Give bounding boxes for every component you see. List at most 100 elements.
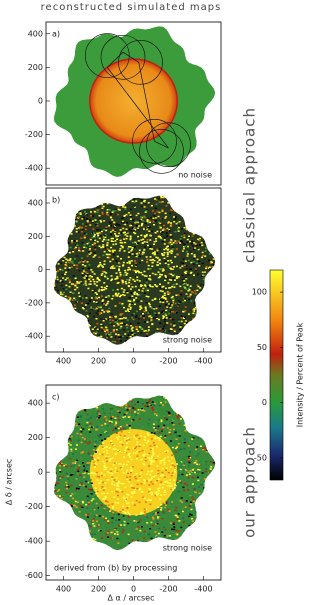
speckle bbox=[66, 492, 68, 494]
speckle bbox=[89, 339, 91, 341]
speckle bbox=[173, 284, 175, 286]
speckle bbox=[139, 326, 141, 328]
speckle bbox=[110, 468, 112, 470]
speckle bbox=[136, 253, 138, 255]
speckle bbox=[181, 228, 183, 230]
speckle bbox=[133, 313, 135, 315]
speckle bbox=[212, 529, 214, 531]
speckle bbox=[136, 451, 138, 453]
speckle bbox=[117, 323, 119, 325]
speckle bbox=[172, 472, 174, 474]
speckle bbox=[139, 220, 141, 222]
speckle bbox=[118, 190, 120, 192]
speckle bbox=[65, 262, 67, 264]
speckle bbox=[194, 472, 196, 474]
speckle bbox=[85, 575, 87, 577]
speckle bbox=[141, 328, 143, 330]
speckle bbox=[192, 318, 194, 320]
speckle bbox=[169, 429, 171, 431]
speckle bbox=[149, 190, 151, 192]
speckle bbox=[55, 210, 57, 212]
speckle bbox=[185, 306, 187, 308]
speckle bbox=[160, 237, 162, 239]
speckle bbox=[84, 237, 86, 239]
speckle bbox=[113, 445, 115, 447]
speckle bbox=[211, 272, 213, 274]
speckle bbox=[102, 213, 104, 215]
speckle bbox=[117, 450, 119, 452]
speckle bbox=[119, 250, 121, 252]
speckle bbox=[89, 325, 91, 327]
speckle bbox=[78, 231, 80, 233]
speckle bbox=[156, 317, 158, 319]
speckle bbox=[103, 320, 105, 322]
speckle bbox=[92, 220, 94, 222]
speckle bbox=[130, 288, 132, 290]
speckle bbox=[57, 290, 59, 292]
speckle bbox=[49, 392, 51, 394]
speckle bbox=[109, 510, 111, 512]
speckle bbox=[161, 312, 163, 314]
speckle bbox=[65, 339, 67, 341]
speckle bbox=[67, 412, 69, 414]
speckle bbox=[154, 437, 156, 439]
speckle bbox=[150, 530, 152, 532]
speckle bbox=[117, 558, 119, 560]
speckle bbox=[81, 523, 83, 525]
speckle bbox=[50, 564, 52, 566]
speckle bbox=[88, 548, 90, 550]
speckle bbox=[159, 276, 161, 278]
speckle bbox=[201, 215, 203, 217]
speckle bbox=[191, 323, 193, 325]
speckle bbox=[205, 330, 207, 332]
speckle bbox=[200, 394, 202, 396]
speckle bbox=[98, 345, 100, 347]
speckle bbox=[75, 501, 77, 503]
speckle bbox=[128, 405, 130, 407]
speckle bbox=[135, 262, 137, 264]
speckle bbox=[117, 426, 119, 428]
speckle bbox=[184, 430, 186, 432]
speckle bbox=[96, 229, 98, 231]
speckle bbox=[178, 557, 180, 559]
speckle bbox=[67, 399, 69, 401]
speckle bbox=[94, 386, 96, 388]
speckle bbox=[205, 314, 207, 316]
speckle bbox=[164, 324, 166, 326]
speckle bbox=[48, 263, 50, 265]
speckle bbox=[106, 432, 108, 434]
speckle bbox=[179, 346, 181, 348]
speckle bbox=[55, 271, 57, 273]
speckle bbox=[176, 439, 178, 441]
speckle bbox=[172, 296, 174, 298]
speckle bbox=[209, 519, 211, 521]
speckle bbox=[185, 277, 187, 279]
speckle bbox=[199, 327, 201, 329]
speckle bbox=[126, 235, 128, 237]
speckle bbox=[187, 565, 189, 567]
speckle bbox=[75, 519, 77, 521]
speckle bbox=[48, 291, 50, 293]
speckle bbox=[204, 390, 206, 392]
speckle bbox=[170, 274, 172, 276]
speckle bbox=[179, 433, 181, 435]
y-tick-label: 400 bbox=[28, 198, 43, 207]
speckle bbox=[183, 569, 185, 571]
speckle bbox=[47, 231, 49, 233]
speckle bbox=[181, 321, 183, 323]
speckle bbox=[79, 474, 81, 476]
speckle bbox=[178, 443, 180, 445]
speckle bbox=[54, 326, 56, 328]
speckle bbox=[161, 333, 163, 335]
speckle bbox=[114, 316, 116, 318]
speckle bbox=[121, 242, 123, 244]
speckle bbox=[65, 390, 67, 392]
speckle bbox=[67, 318, 69, 320]
speckle bbox=[203, 516, 205, 518]
speckle bbox=[157, 543, 159, 545]
speckle bbox=[96, 285, 98, 287]
speckle bbox=[105, 304, 107, 306]
speckle bbox=[97, 346, 99, 348]
speckle bbox=[120, 199, 122, 201]
speckle bbox=[62, 320, 64, 322]
